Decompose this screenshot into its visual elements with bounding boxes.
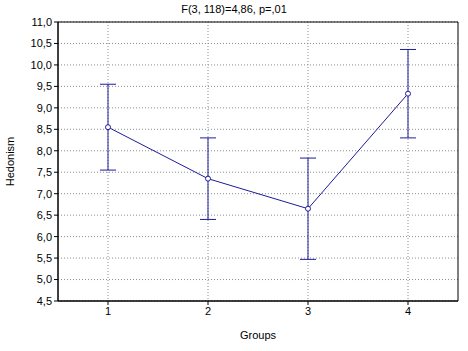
html-text:F(3, 118)=4,86, p=,01: F(3, 118)=4,86, p=,01 [181,3,287,15]
svg-text:9,5: 9,5 [37,80,52,92]
svg-text:8,0: 8,0 [37,145,52,157]
svg-text:5,0: 5,0 [37,273,52,285]
svg-text:Hedonism: Hedonism [8,137,16,187]
svg-text:8,5: 8,5 [37,123,52,135]
svg-text:4: 4 [405,305,411,317]
svg-text:5,5: 5,5 [37,252,52,264]
svg-text:10,0: 10,0 [31,59,52,71]
svg-text:6,5: 6,5 [37,209,52,221]
svg-text:1: 1 [105,305,111,317]
svg-text:4,5: 4,5 [37,295,52,307]
svg-text:10,5: 10,5 [31,37,52,49]
svg-text:7,5: 7,5 [37,166,52,178]
svg-text:2: 2 [205,305,211,317]
svg-text:3: 3 [305,305,311,317]
svg-text:Groups: Groups [240,329,277,341]
svg-text:11,0: 11,0 [31,16,52,28]
svg-text:7,0: 7,0 [37,188,52,200]
svg-text:6,0: 6,0 [37,231,52,243]
svg-text:9,0: 9,0 [37,102,52,114]
